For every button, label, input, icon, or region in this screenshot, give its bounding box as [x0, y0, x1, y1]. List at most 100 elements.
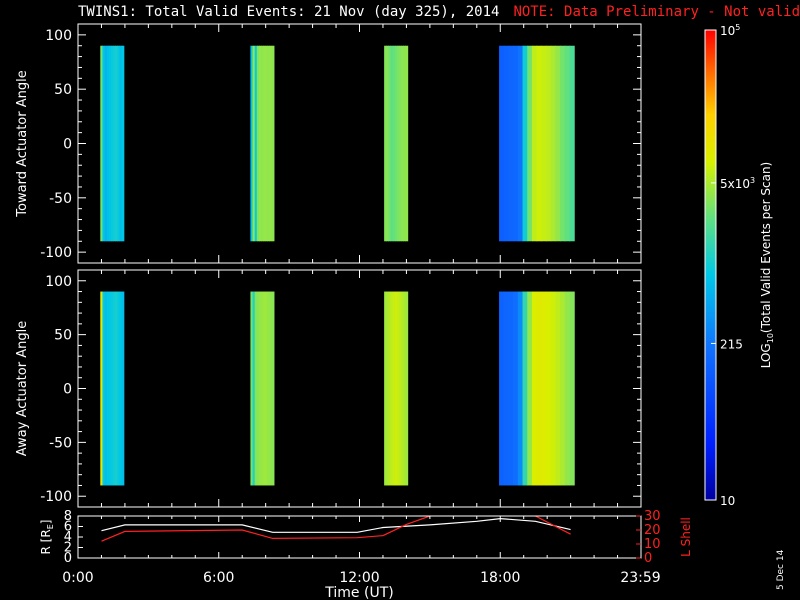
top-segment-1-cell: [271, 45, 275, 242]
bottom-segment-1-cell: [252, 291, 256, 486]
bottom-segment-3-cell: [513, 291, 519, 486]
bottom-segment-3-cell: [555, 291, 561, 486]
top-segment-0-cell: [106, 45, 110, 242]
top-segment-3-cell: [527, 45, 533, 242]
colorbar-tick-label: 215: [720, 337, 743, 351]
bottom-segment-2-cell: [399, 291, 402, 486]
colorbar-tick-exp: 5: [735, 23, 740, 32]
bottom-segment-3-cell: [564, 291, 571, 486]
radius-label-end: ]: [39, 520, 53, 525]
top-ytick-label: -50: [49, 191, 72, 207]
top-segment-3-cell: [508, 45, 514, 242]
bottom-segment-3-cell: [517, 291, 524, 486]
time-axis-label: Time (UT): [324, 585, 393, 600]
radius-label-sub: E: [46, 524, 55, 529]
orbit-left-tick-label: 6: [64, 520, 72, 535]
colorbar-tick-base: 10: [720, 494, 735, 508]
top-segment-3-cell: [513, 45, 519, 242]
radius-axis-label: R [RE]: [39, 520, 55, 555]
top-segment-3-cell: [545, 45, 552, 242]
colorbar-tick-exp: 3: [750, 176, 755, 185]
bottom-segment-2-cell: [384, 291, 387, 486]
time-tick-label: 6:00: [203, 570, 234, 586]
bottom-segment-3-cell: [499, 291, 505, 486]
bottom-segment-3-cell: [531, 291, 538, 486]
top-ytick-label: -100: [40, 245, 72, 261]
top-segment-1-cell: [265, 45, 269, 242]
bottom-segment-2-cell: [388, 291, 392, 486]
top-segment-0-cell: [121, 45, 125, 242]
bottom-ytick-label: 100: [45, 274, 72, 290]
bottom-segment-0-cell: [106, 291, 110, 486]
bottom-segment-3-cell: [550, 291, 556, 486]
top-segment-1-cell: [261, 45, 264, 242]
bottom-segment-0-cell: [121, 291, 125, 486]
top-segment-0-cell: [115, 45, 118, 242]
top-segment-1-cell: [256, 45, 260, 242]
top-segment-3-cell: [560, 45, 566, 242]
time-tick-label: 23:59: [620, 570, 660, 586]
radius-line: [101, 517, 571, 533]
top-segment-2-cell: [392, 45, 396, 242]
bottom-segment-3-cell: [508, 291, 514, 486]
bottom-segment-1-cell: [265, 291, 269, 486]
top-heatmap-panel: 100 50 0 -50 -100 Toward Actuator Angle: [15, 23, 642, 264]
lshell-line: [101, 516, 571, 542]
top-segment-1-cell: [250, 45, 254, 242]
top-segment-3-cell: [536, 45, 542, 242]
bottom-segment-1-cell: [261, 291, 264, 486]
orbit-left-tick-label: 8: [64, 509, 72, 524]
colorbar-label-log: LOG: [759, 343, 773, 368]
colorbar-tick-base: 215: [720, 337, 743, 351]
bottom-ytick-label: 50: [54, 328, 72, 344]
top-segment-0-cell: [100, 45, 104, 242]
bottom-segment-0-cell: [119, 291, 123, 486]
top-segment-0-cell: [110, 45, 114, 242]
bottom-heatmap-panel: 100 50 0 -50 -100 Away Actuator Angle: [15, 269, 642, 508]
top-segment-0-cell: [108, 45, 112, 242]
colorbar-tick-base: 10: [720, 24, 735, 38]
orbit-right-tick-label: 30: [644, 509, 661, 524]
top-segment-2-cell: [399, 45, 402, 242]
bottom-segment-0-cell: [102, 291, 106, 486]
top-segment-2-cell: [388, 45, 392, 242]
bottom-segment-2-cell: [401, 291, 404, 486]
time-tick-label: 12:00: [339, 570, 379, 586]
top-ytick-label: 100: [45, 28, 72, 44]
credit-date: 5 Dec 14: [776, 549, 786, 590]
bottom-segment-1-cell: [250, 291, 254, 486]
orbit-right-tick-label: 10: [644, 537, 661, 552]
bottom-segment-3-cell: [569, 291, 575, 486]
top-segment-1-cell: [258, 45, 262, 242]
top-segment-1-cell: [267, 45, 271, 242]
top-segment-3-cell: [564, 45, 571, 242]
orbit-left-tick-label: 0: [64, 551, 72, 566]
orbit-right-tick-label: 0: [644, 551, 652, 566]
top-segment-2-cell: [390, 45, 394, 242]
bottom-segment-3-cell: [545, 291, 552, 486]
top-segment-3-cell: [499, 45, 505, 242]
top-segment-3-cell: [522, 45, 528, 242]
top-segment-0-cell: [102, 45, 106, 242]
page-title: TWINS1: Total Valid Events: 21 Nov (day …: [78, 4, 800, 20]
radius-label-main: R [R: [39, 529, 53, 554]
top-segment-3-cell: [569, 45, 575, 242]
top-segment-3-cell: [550, 45, 556, 242]
top-segment-1-cell: [263, 45, 266, 242]
bottom-segment-1-cell: [256, 291, 260, 486]
top-segment-1-cell: [269, 45, 273, 242]
bottom-segment-2-cell: [396, 291, 400, 486]
bottom-segment-0-cell: [117, 291, 121, 486]
bottom-ytick-label: -100: [40, 489, 72, 505]
bottom-segment-3-cell: [536, 291, 542, 486]
colorbar-label-end: (Total Valid Events per Scan): [759, 162, 773, 333]
bottom-segment-1-cell: [271, 291, 275, 486]
bottom-segment-1-cell: [267, 291, 271, 486]
preliminary-note: NOTE: Data Preliminary - Not validated: [513, 4, 800, 20]
bottom-segment-2-cell: [403, 291, 407, 486]
bottom-ytick-label: 0: [63, 382, 72, 398]
top-segment-0-cell: [104, 45, 108, 242]
time-tick-label: 18:00: [480, 570, 520, 586]
bottom-segment-1-cell: [269, 291, 273, 486]
top-segment-2-cell: [384, 45, 387, 242]
